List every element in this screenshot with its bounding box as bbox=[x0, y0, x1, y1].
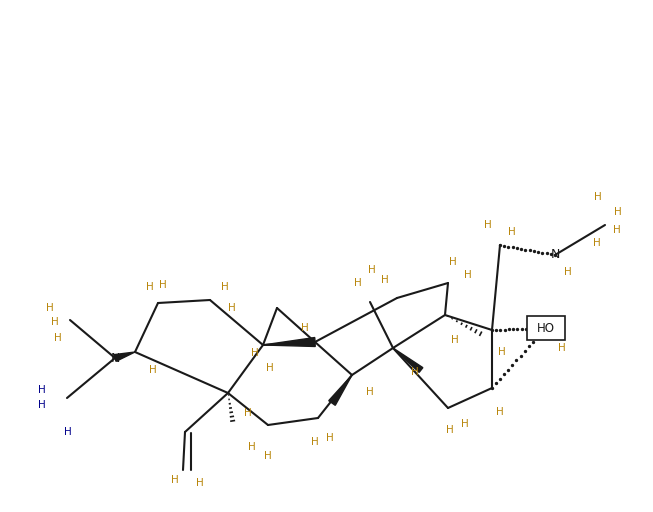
Text: H: H bbox=[558, 343, 566, 353]
Text: H: H bbox=[593, 238, 601, 248]
Text: H: H bbox=[221, 282, 229, 292]
Text: H: H bbox=[496, 407, 504, 417]
Text: H: H bbox=[508, 227, 516, 237]
Text: H: H bbox=[38, 400, 46, 410]
Polygon shape bbox=[328, 375, 352, 406]
Polygon shape bbox=[114, 352, 135, 361]
Text: H: H bbox=[311, 437, 319, 447]
Text: H: H bbox=[446, 425, 454, 435]
Text: H: H bbox=[248, 442, 256, 452]
Text: H: H bbox=[244, 408, 252, 418]
Text: H: H bbox=[301, 323, 309, 333]
Text: H: H bbox=[484, 220, 492, 230]
Text: H: H bbox=[451, 335, 459, 345]
Text: H: H bbox=[614, 207, 622, 217]
Text: HO: HO bbox=[537, 322, 555, 334]
Text: H: H bbox=[38, 385, 46, 395]
Polygon shape bbox=[263, 337, 315, 347]
Text: H: H bbox=[266, 363, 274, 373]
Text: H: H bbox=[54, 333, 62, 343]
Text: H: H bbox=[149, 365, 157, 375]
Text: H: H bbox=[464, 270, 472, 280]
Text: H: H bbox=[368, 265, 376, 275]
Text: H: H bbox=[196, 478, 204, 488]
Text: H: H bbox=[228, 303, 236, 313]
FancyBboxPatch shape bbox=[527, 316, 565, 340]
Text: H: H bbox=[171, 475, 179, 485]
Text: H: H bbox=[564, 267, 572, 277]
Text: H: H bbox=[449, 257, 457, 267]
Text: H: H bbox=[264, 451, 272, 461]
Text: H: H bbox=[326, 433, 334, 443]
Text: H: H bbox=[498, 347, 506, 357]
Text: H: H bbox=[366, 387, 374, 397]
Text: N: N bbox=[110, 352, 119, 365]
Text: H: H bbox=[411, 367, 419, 377]
Text: H: H bbox=[64, 427, 72, 437]
Text: H: H bbox=[159, 280, 167, 290]
Text: H: H bbox=[381, 275, 389, 285]
Text: H: H bbox=[51, 317, 59, 327]
Text: H: H bbox=[146, 282, 154, 292]
Polygon shape bbox=[393, 348, 423, 372]
Text: H: H bbox=[46, 303, 54, 313]
Text: H: H bbox=[613, 225, 621, 235]
Text: H: H bbox=[594, 192, 602, 202]
Text: H: H bbox=[251, 348, 259, 358]
Text: H: H bbox=[354, 278, 362, 288]
Text: H: H bbox=[461, 419, 469, 429]
Text: N: N bbox=[550, 248, 560, 262]
